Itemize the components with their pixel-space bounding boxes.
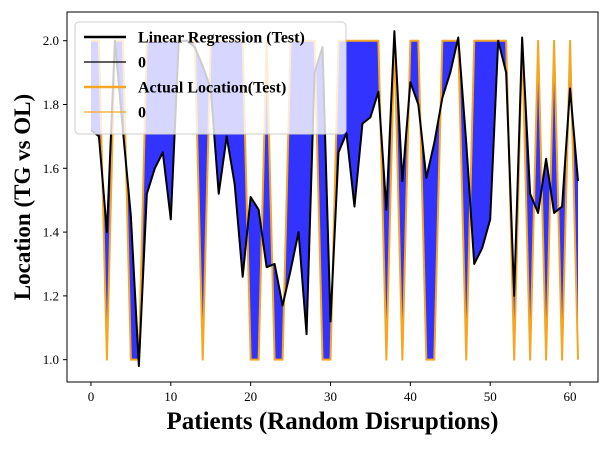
legend-label: 0 [138,105,146,122]
y-tick-label: 1.8 [43,97,59,112]
legend-box [74,21,347,135]
x-tick-label: 40 [404,389,417,404]
legend-label: 0 [138,55,146,72]
x-tick-label: 60 [564,389,577,404]
y-tick-label: 1.4 [43,225,60,240]
y-tick-label: 1.2 [43,288,59,303]
y-tick-label: 1.6 [43,161,60,176]
axis-ticks: 0 10 20 30 40 50 60 1.0 1.2 1.4 1.6 1.8 2.0 [43,33,577,404]
y-tick-label: 1.0 [43,352,59,367]
legend: Linear Regression (Test) 0 Actual Location… [74,21,347,135]
x-axis-title: Patients (Random Disruptions) [167,408,499,435]
x-tick-label: 50 [484,389,497,404]
linear-regression-line [90,30,580,368]
x-tick-label: 20 [244,389,257,404]
legend-label: Actual Location(Test) [138,80,286,97]
x-tick-label: 10 [164,389,177,404]
legend-label: Linear Regression (Test) [138,30,305,47]
x-tick-label: 0 [88,389,95,404]
y-axis-title: Location (TG vs OL) [10,94,35,300]
plot-frame [66,11,599,383]
y-tick-label: 2.0 [43,33,59,48]
x-tick-label: 30 [324,389,337,404]
